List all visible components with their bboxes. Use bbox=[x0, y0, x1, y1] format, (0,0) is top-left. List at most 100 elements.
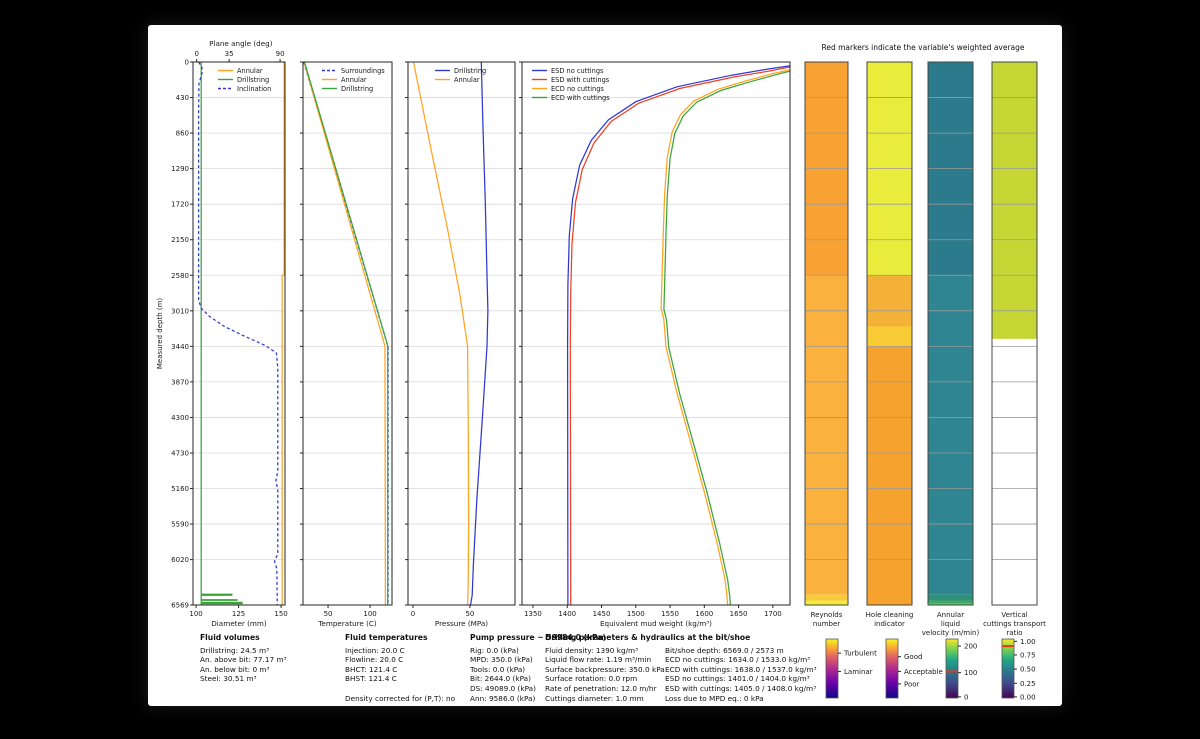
ratio-colorbar bbox=[1001, 638, 1017, 699]
depth-tick-label: 430 bbox=[176, 94, 189, 102]
pump-pressure-heading: Pump pressure ~ 59984.0 (kPa) bbox=[470, 633, 606, 642]
column-zone bbox=[928, 594, 973, 601]
column-zone bbox=[867, 326, 912, 347]
x-tick-label: 0 bbox=[411, 610, 415, 618]
depth-tick-label: 0 bbox=[185, 59, 189, 67]
column-border bbox=[927, 61, 974, 606]
depth-tick-label: 4300 bbox=[171, 414, 189, 422]
diameter-series-inclination bbox=[197, 61, 279, 606]
legend-label: ESD no cuttings bbox=[551, 67, 604, 75]
equivalent-mud-weight-axis-label: Equivalent mud weight (kg/m³) bbox=[600, 619, 712, 628]
diameter-series-annular bbox=[281, 62, 285, 605]
info-line: Rate of penetration: 12.0 m/hr bbox=[545, 683, 657, 693]
info-line: BHST: 121.4 C bbox=[345, 674, 397, 684]
info-line: Bit/shoe depth: 6569.0 / 2573 m bbox=[665, 645, 784, 655]
pressure-series-annular bbox=[412, 61, 470, 606]
column-zone bbox=[805, 603, 848, 605]
legend-label: Drillstring bbox=[341, 85, 373, 93]
info-line: BHCT: 121.4 C bbox=[345, 664, 398, 674]
column-zone bbox=[805, 275, 848, 595]
colorbar-tick-label: 1.00 bbox=[1020, 638, 1036, 646]
pump-pressure-block: Pump pressure ~ 59984.0 (kPa) Rig: 0.0 (… bbox=[470, 633, 606, 703]
colorbar-tick-label: 0.50 bbox=[1020, 666, 1036, 674]
info-line: ECD with cuttings: 1638.0 / 1537.0 kg/m³ bbox=[665, 664, 817, 674]
info-line: Loss due to MPD eq.: 0 kPa bbox=[665, 693, 764, 703]
legend-label: Annular bbox=[341, 76, 367, 84]
colorbar-tick-label: 200 bbox=[964, 643, 977, 651]
info-line: Fluid density: 1390 kg/m³ bbox=[545, 645, 639, 655]
equivalent-mud-weight-panel bbox=[519, 61, 791, 608]
hole-cleaning-colorbar bbox=[885, 638, 901, 699]
info-line: An. below bit: 0 m³ bbox=[200, 664, 270, 674]
drilling-params-right-lines: Bit/shoe depth: 6569.0 / 2573 m ECD no cu… bbox=[665, 646, 817, 704]
top-axis-label: Plane angle (deg) bbox=[209, 39, 273, 48]
colorbar-tick-label: 0 bbox=[964, 693, 968, 701]
weighted-average-marker bbox=[1002, 645, 1014, 648]
info-line: Injection: 20.0 C bbox=[345, 645, 405, 655]
info-line: Liquid flow rate: 1.19 m³/min bbox=[545, 655, 652, 665]
x-tick-label: 1600 bbox=[695, 610, 713, 618]
pressure-panel bbox=[405, 61, 516, 608]
drilling-params-left-lines: Fluid density: 1390 kg/m³ Liquid flow rat… bbox=[545, 646, 750, 704]
x-tick-label: 100 bbox=[363, 610, 376, 618]
depth-tick-label: 1720 bbox=[171, 201, 189, 209]
x-tick-label: 150 bbox=[274, 610, 287, 618]
column-zone bbox=[867, 346, 912, 605]
legend-label: Annular bbox=[454, 76, 480, 84]
panel-border bbox=[521, 61, 791, 606]
equivalent-mud-weight-series-esd-with-cuttings bbox=[569, 66, 791, 606]
column-zone bbox=[928, 600, 973, 604]
velocity-colorbar bbox=[945, 638, 961, 699]
annular-liquid-velocity-column bbox=[927, 61, 974, 606]
info-line: Ann: 9586.0 (kPa) bbox=[470, 693, 536, 703]
equivalent-mud-weight-series-esd-no-cuttings bbox=[566, 65, 791, 606]
column-zone bbox=[928, 275, 973, 595]
info-line: Drillstring: 24.5 m³ bbox=[200, 645, 270, 655]
column-label: ratio bbox=[1006, 629, 1022, 637]
legend-label: ECD no cuttings bbox=[551, 85, 604, 93]
column-label: Hole cleaning bbox=[866, 611, 914, 619]
colorbar-tick-label: 0.00 bbox=[1020, 693, 1036, 701]
info-line: Bit: 2644.0 (kPa) bbox=[470, 674, 531, 684]
column-label: indicator bbox=[874, 620, 905, 628]
info-line: Cuttings diameter: 1.0 mm bbox=[545, 693, 644, 703]
info-line: DS: 49089.0 (kPa) bbox=[470, 683, 536, 693]
temperature-series-drillstring bbox=[303, 61, 389, 605]
colorbar-gradient bbox=[945, 638, 959, 699]
x-tick-label: 1700 bbox=[764, 610, 782, 618]
depth-tick-label: 2580 bbox=[171, 272, 189, 280]
temperature-panel bbox=[300, 61, 393, 608]
info-line bbox=[345, 684, 455, 694]
fluid-volumes-lines: Drillstring: 24.5 m³ An. above bit: 77.17… bbox=[200, 646, 287, 684]
depth-tick-label: 6569 bbox=[171, 602, 189, 610]
pump-pressure-lines: Rig: 0.0 (kPa) MPD: 350.0 (kPa) Tools: 0.0… bbox=[470, 646, 606, 704]
legend-label: Inclination bbox=[237, 85, 271, 93]
depth-tick-label: 3870 bbox=[171, 378, 189, 386]
drilling-params-block: Drilling parameters & hydraulics at the … bbox=[545, 633, 750, 703]
colorbar-tick-label: 0.75 bbox=[1020, 651, 1036, 659]
x-tick-label: 1450 bbox=[593, 610, 611, 618]
legend-label: Drillstring bbox=[237, 76, 269, 84]
colorbar-tick-label: Turbulent bbox=[843, 650, 877, 658]
colorbar-tick-label: Laminar bbox=[844, 668, 873, 676]
info-line: MPD: 350.0 (kPa) bbox=[470, 655, 533, 665]
figure: 0 430 860 1290 1720 2150 2580 3010 3440 3870 4300 4… bbox=[148, 25, 1062, 706]
top-tick-label: 0 bbox=[194, 50, 198, 58]
legend-label: Surroundings bbox=[341, 67, 385, 75]
x-tick-label: 50 bbox=[324, 610, 333, 618]
temperature-series-annular bbox=[303, 61, 387, 606]
depth-tick-label: 3440 bbox=[171, 343, 189, 351]
x-tick-label: 1550 bbox=[661, 610, 679, 618]
fluid-volumes-heading: Fluid volumes bbox=[200, 633, 260, 642]
colorbar-tick-label: Poor bbox=[904, 680, 920, 688]
drilling-params-right-block: Bit/shoe depth: 6569.0 / 2573 m ECD no cu… bbox=[665, 633, 817, 703]
column-zone bbox=[928, 603, 973, 605]
column-label: liquid bbox=[941, 620, 960, 628]
top-tick-label: 90 bbox=[276, 50, 285, 58]
flow-regime-colorbar bbox=[825, 638, 841, 699]
depth-tick-label: 6020 bbox=[171, 556, 189, 564]
temperature-axis-label: Temperature (C) bbox=[317, 619, 377, 628]
vertical-cuttings-transport-ratio-column bbox=[991, 61, 1038, 606]
column-border bbox=[991, 61, 1038, 606]
info-line: An. above bit: 77.17 m³ bbox=[200, 655, 287, 665]
